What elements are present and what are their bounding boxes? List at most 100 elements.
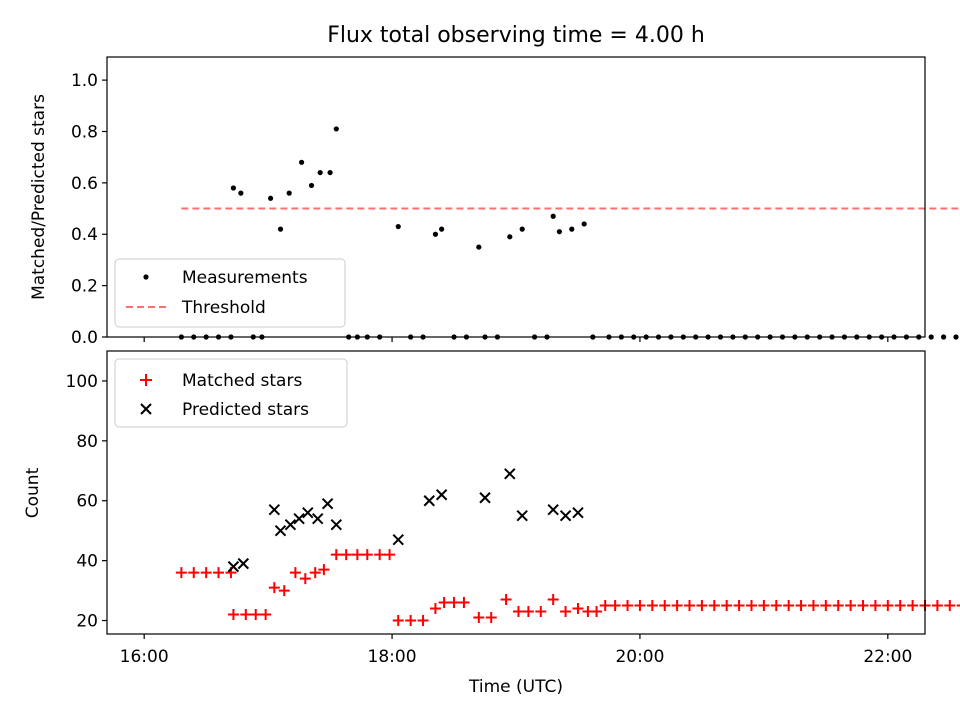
matched-star-point [309,567,321,579]
matched-star-point [384,549,396,561]
x-tick-label: 18:00 [368,647,417,667]
measurement-point [953,334,959,340]
matched-star-point [278,585,290,597]
legend-measurements-marker [143,274,149,280]
matched-star-point [458,597,470,609]
matched-star-point [894,600,906,612]
predicted-star-point [293,512,305,525]
matched-star-point [535,606,547,618]
matched-star-point [361,549,373,561]
top-y-axis: 0.0 0.2 0.4 0.6 0.8 1.0 [71,71,107,348]
matched-star-point [473,612,485,624]
predicted-star-point [268,504,281,516]
measurement-point [238,190,244,196]
matched-star-point [795,600,807,612]
legend-threshold-label: Threshold [181,298,266,318]
matched-star-point [807,600,819,612]
measurement-point [317,169,323,176]
bottom-y-label: Count [23,467,43,518]
matched-star-point [330,549,342,561]
matched-star-point [448,597,460,609]
measurement-point [940,334,947,340]
matched-star-point [733,600,745,612]
matched-star-point [240,609,252,621]
top-y-tick-label: 0.0 [71,328,98,348]
matched-star-point [696,600,708,612]
top-legend: Measurements Threshold [114,258,346,328]
matched-star-point [956,604,960,607]
measurement-point [395,223,401,230]
matched-star-point [351,549,363,561]
matched-star-point [634,600,646,612]
predicted-star-point [284,518,297,531]
predicted-star-point [423,495,435,507]
predicted-star-point [547,504,559,516]
predicted-star-point [435,489,448,501]
matched-stars-series [175,549,960,627]
matched-star-point [299,573,311,585]
matched-star-point [684,600,696,612]
top-panel: 0.0 0.2 0.4 0.6 0.8 1.0 Matched/Predicted sta… [29,56,960,348]
measurement-point [230,185,237,191]
matched-star-point [758,600,770,612]
measurement-point [556,229,562,235]
predicted-star-point [237,557,250,570]
predicted-star-point [330,518,342,531]
bottom-y-tick-label: 40 [76,552,98,572]
matched-star-point [599,600,611,612]
predicted-star-point [559,510,572,522]
matched-star-point [547,594,559,606]
matched-star-point [745,600,757,612]
matched-star-point [721,600,733,612]
x-tick-label: 22:00 [863,647,912,667]
matched-star-point [845,600,857,612]
matched-star-point [175,567,187,579]
predicted-star-point [479,492,491,504]
measurement-point [439,226,445,232]
matched-star-point [882,600,894,612]
matched-star-point [820,600,832,612]
matched-star-point [268,582,280,594]
matched-star-point [832,600,844,612]
bottom-plot-frame [106,350,926,635]
matched-star-point [429,603,441,615]
chart-title: Flux total observing time = 4.00 h [327,23,705,48]
top-y-label: Matched/Predicted stars [29,94,49,300]
x-tick-label: 16:00 [120,647,169,667]
predicted-star-point [274,524,287,537]
matched-star-point [659,600,671,612]
bottom-legend-frame [114,358,348,428]
matched-star-point [572,603,584,615]
measurement-point [569,226,575,232]
top-plot-frame [106,56,926,338]
matched-star-point [770,600,782,612]
predicted-stars-series [227,468,584,573]
matched-star-point [907,600,919,612]
measurement-point [581,221,587,227]
matched-star-point [374,549,386,561]
top-y-tick-label: 0.6 [71,174,98,194]
predicted-star-point [516,510,528,522]
matched-star-point [560,606,572,618]
matched-star-point [783,600,795,612]
bottom-y-tick-label: 80 [76,432,98,452]
matched-star-point [609,600,621,612]
matched-star-point [227,609,239,621]
bottom-y-tick-label: 60 [76,492,98,512]
matched-star-point [944,600,956,612]
predicted-star-point [392,533,404,546]
top-legend-frame [114,258,346,328]
matched-star-point [591,606,603,618]
matched-star-point [646,600,658,612]
legend-predicted-marker [140,403,152,415]
bottom-y-tick-label: 20 [76,612,98,632]
matched-star-point [213,567,225,579]
matched-star-point [392,615,404,627]
top-y-tick-label: 0.4 [71,225,98,245]
matched-star-point [622,600,634,612]
predicted-star-point [572,507,584,519]
bottom-legend: Matched stars Predicted stars [114,358,348,428]
matched-star-point [512,606,524,618]
